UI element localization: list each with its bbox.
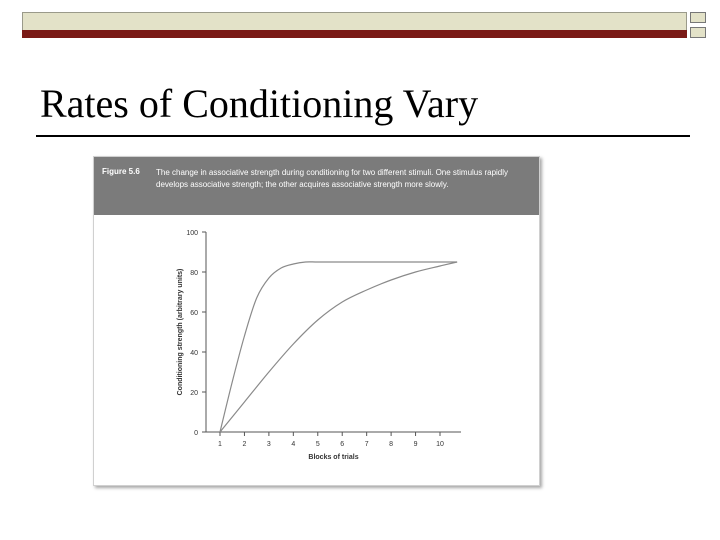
x-tick-label: 7 [365,441,369,448]
x-axis-label: Blocks of trials [308,454,358,461]
x-tick-label: 6 [340,441,344,448]
figure-caption-text: The change in associative strength durin… [156,168,509,189]
x-tick-label: 10 [436,441,444,448]
figure-label: Figure 5.6 [102,167,140,176]
x-tick-label: 5 [316,441,320,448]
title-bar-accent-stripe [22,30,687,38]
y-tick-label: 0 [194,430,198,437]
y-tick-label: 100 [186,230,198,237]
corner-square-top [690,12,706,23]
x-tick-label: 8 [389,441,393,448]
corner-square-bottom [690,27,706,38]
fast-conditioning-curve [219,261,458,433]
title-underline [36,135,690,137]
slide-title: Rates of Conditioning Vary [40,81,479,126]
x-tick-label: 1 [218,441,222,448]
conditioning-chart: 0 20 40 60 80 100 1 2 3 4 5 6 7 8 9 10 Blocks of trials C… [177,230,461,461]
y-tick-label: 60 [190,310,198,317]
y-tick-label: 20 [190,390,198,397]
x-tick-label: 2 [242,441,246,448]
y-tick-label: 40 [190,350,198,357]
y-axis-label: Conditioning strength (arbitrary units) [177,269,184,396]
y-tick-label: 80 [190,270,198,277]
x-tick-label: 4 [291,441,295,448]
slow-conditioning-curve [219,261,458,433]
figure-panel: Figure 5.6 The change in associative str… [93,156,540,486]
figure-caption-box: Figure 5.6 The change in associative str… [94,157,539,215]
slide-title-bar [22,12,708,38]
x-tick-label: 9 [414,441,418,448]
x-tick-label: 3 [267,441,271,448]
